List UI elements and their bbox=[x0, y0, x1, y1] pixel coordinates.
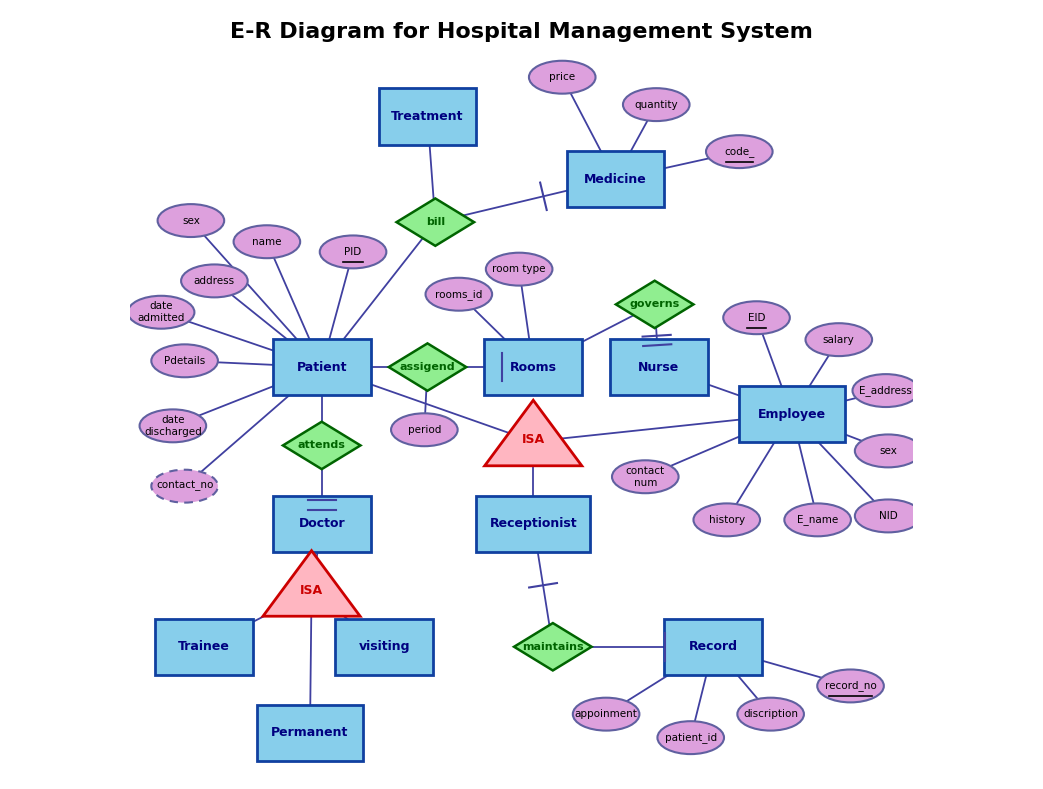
Ellipse shape bbox=[612, 460, 679, 493]
Text: sex: sex bbox=[879, 446, 897, 456]
Ellipse shape bbox=[234, 226, 300, 258]
Ellipse shape bbox=[706, 135, 773, 168]
Text: Trainee: Trainee bbox=[178, 640, 231, 653]
Polygon shape bbox=[396, 199, 475, 246]
Ellipse shape bbox=[157, 204, 224, 237]
Text: name: name bbox=[252, 237, 282, 247]
Ellipse shape bbox=[320, 235, 386, 268]
Ellipse shape bbox=[623, 88, 689, 121]
Polygon shape bbox=[514, 623, 591, 671]
Ellipse shape bbox=[855, 499, 921, 533]
Text: attends: attends bbox=[298, 440, 345, 451]
Ellipse shape bbox=[529, 61, 596, 94]
Text: discription: discription bbox=[743, 709, 798, 719]
Text: code_: code_ bbox=[724, 146, 754, 157]
Text: ISA: ISA bbox=[300, 584, 323, 596]
Polygon shape bbox=[263, 551, 360, 616]
Text: Permanent: Permanent bbox=[271, 727, 348, 739]
FancyBboxPatch shape bbox=[273, 495, 370, 552]
Text: history: history bbox=[708, 515, 745, 525]
Text: Employee: Employee bbox=[757, 408, 826, 421]
FancyBboxPatch shape bbox=[155, 619, 253, 675]
Text: E-R Diagram for Hospital Management System: E-R Diagram for Hospital Management Syst… bbox=[231, 22, 812, 43]
Text: PID: PID bbox=[344, 247, 362, 257]
FancyBboxPatch shape bbox=[664, 619, 762, 675]
FancyBboxPatch shape bbox=[273, 338, 370, 395]
Text: room type: room type bbox=[492, 264, 545, 274]
FancyBboxPatch shape bbox=[336, 619, 433, 675]
Text: maintains: maintains bbox=[523, 641, 584, 652]
Text: E_name: E_name bbox=[797, 514, 839, 525]
Ellipse shape bbox=[426, 278, 492, 311]
Ellipse shape bbox=[128, 296, 194, 329]
FancyBboxPatch shape bbox=[484, 338, 582, 395]
Polygon shape bbox=[389, 343, 466, 391]
Text: contact_no: contact_no bbox=[156, 481, 214, 492]
Ellipse shape bbox=[805, 323, 872, 356]
Ellipse shape bbox=[181, 264, 247, 297]
Ellipse shape bbox=[737, 697, 804, 731]
Text: Patient: Patient bbox=[296, 361, 347, 373]
Ellipse shape bbox=[855, 435, 921, 467]
Polygon shape bbox=[485, 400, 582, 466]
Text: Nurse: Nurse bbox=[638, 361, 679, 373]
Polygon shape bbox=[616, 281, 694, 328]
Text: Receptionist: Receptionist bbox=[489, 518, 577, 530]
Text: appoinment: appoinment bbox=[575, 709, 637, 719]
Text: contact
num: contact num bbox=[626, 466, 664, 488]
FancyBboxPatch shape bbox=[610, 338, 707, 395]
Ellipse shape bbox=[818, 670, 883, 702]
FancyBboxPatch shape bbox=[477, 495, 590, 552]
Polygon shape bbox=[283, 422, 361, 469]
Text: quantity: quantity bbox=[634, 99, 678, 110]
Text: rooms_id: rooms_id bbox=[435, 289, 483, 300]
Text: sex: sex bbox=[181, 215, 200, 226]
Text: assigend: assigend bbox=[399, 362, 456, 372]
Text: ISA: ISA bbox=[522, 433, 544, 447]
Text: record_no: record_no bbox=[825, 680, 876, 691]
Text: bill: bill bbox=[426, 217, 445, 227]
Text: Medicine: Medicine bbox=[584, 173, 647, 185]
FancyBboxPatch shape bbox=[257, 705, 363, 761]
Text: governs: governs bbox=[630, 299, 680, 309]
Text: patient_id: patient_id bbox=[664, 732, 717, 743]
Text: NID: NID bbox=[879, 511, 898, 521]
Text: visiting: visiting bbox=[359, 640, 410, 653]
Text: EID: EID bbox=[748, 312, 766, 323]
Ellipse shape bbox=[151, 344, 218, 377]
Ellipse shape bbox=[852, 374, 919, 407]
Text: date
admitted: date admitted bbox=[138, 301, 185, 323]
Text: Treatment: Treatment bbox=[391, 110, 464, 123]
Text: Rooms: Rooms bbox=[510, 361, 557, 373]
Ellipse shape bbox=[784, 503, 851, 537]
Text: address: address bbox=[194, 276, 235, 286]
Ellipse shape bbox=[391, 413, 458, 447]
Text: Pdetails: Pdetails bbox=[164, 356, 205, 366]
Text: salary: salary bbox=[823, 335, 854, 345]
Text: Record: Record bbox=[689, 640, 738, 653]
Text: E_address: E_address bbox=[859, 385, 913, 396]
FancyBboxPatch shape bbox=[379, 88, 477, 144]
Ellipse shape bbox=[140, 409, 207, 443]
Ellipse shape bbox=[573, 697, 639, 731]
Text: period: period bbox=[408, 424, 441, 435]
Ellipse shape bbox=[723, 301, 790, 335]
Ellipse shape bbox=[657, 721, 724, 754]
FancyBboxPatch shape bbox=[738, 386, 845, 443]
Text: Doctor: Doctor bbox=[298, 518, 345, 530]
Text: date
discharged: date discharged bbox=[144, 415, 201, 436]
Ellipse shape bbox=[694, 503, 760, 537]
FancyBboxPatch shape bbox=[566, 151, 664, 208]
Text: price: price bbox=[550, 73, 576, 82]
Ellipse shape bbox=[486, 252, 553, 286]
Ellipse shape bbox=[151, 469, 218, 503]
